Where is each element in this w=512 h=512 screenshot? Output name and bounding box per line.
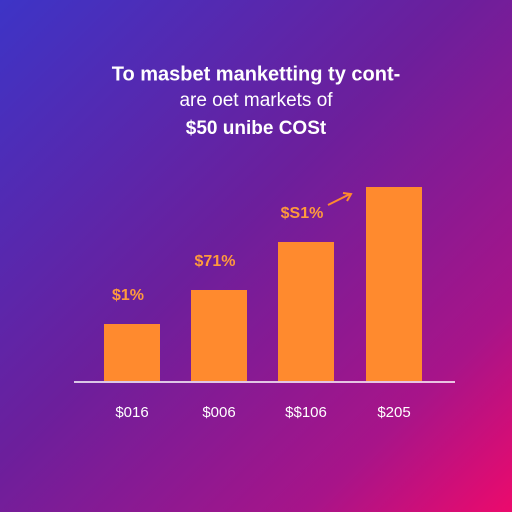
bar bbox=[278, 242, 334, 381]
x-tick-label: $016 bbox=[115, 404, 148, 421]
bar bbox=[104, 324, 160, 381]
arrow bbox=[327, 192, 353, 206]
x-tick-label: $006 bbox=[202, 404, 235, 421]
bar-annotation: $S1% bbox=[281, 205, 324, 222]
title-line: $50 unibe COSt bbox=[186, 118, 327, 139]
title-line: To masbet manketting ty cont- bbox=[112, 63, 401, 85]
x-tick-label: $$106 bbox=[285, 404, 327, 421]
title-line: are oet markets of bbox=[179, 90, 333, 111]
bar-annotation: $1% bbox=[112, 287, 144, 304]
bar bbox=[366, 187, 422, 381]
x-tick-label: $205 bbox=[377, 404, 410, 421]
bar-annotation: $71% bbox=[195, 253, 236, 270]
bar bbox=[191, 290, 247, 381]
